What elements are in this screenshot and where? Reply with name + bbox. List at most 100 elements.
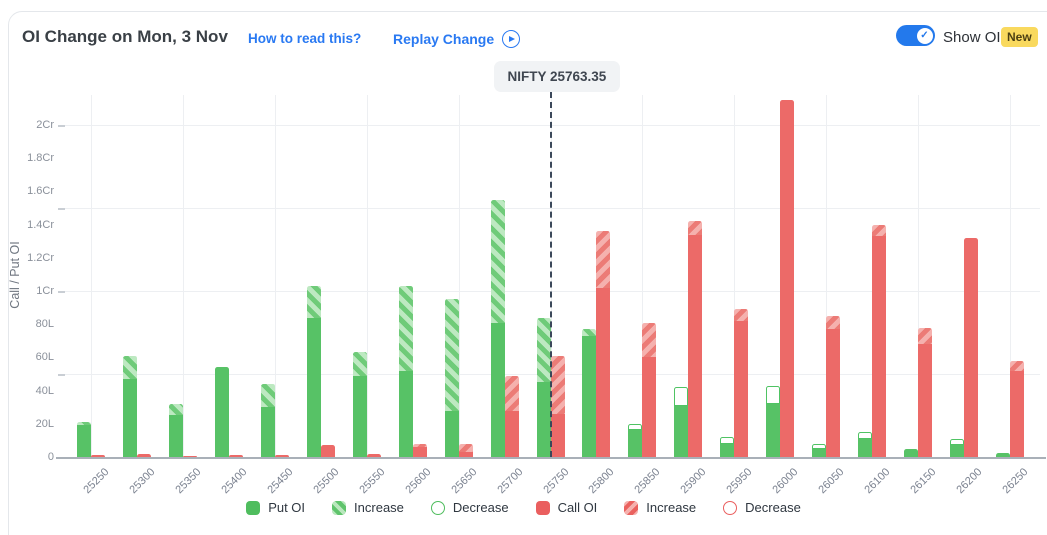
call-oi-bar[interactable] — [504, 375, 519, 457]
put-oi-bar[interactable] — [812, 443, 827, 457]
put-oi-bar[interactable] — [996, 452, 1010, 457]
put-oi-bar[interactable] — [766, 385, 781, 457]
outline-red-swatch-icon — [723, 500, 738, 515]
call-oi-bar[interactable] — [412, 443, 427, 457]
solid-red-swatch-icon — [535, 500, 550, 515]
call-oi-bar[interactable] — [872, 224, 887, 457]
x-axis-line — [56, 457, 1046, 459]
chart-legend: Put OI Increase Decrease Call OI Increase Dec… — [0, 500, 1047, 515]
put-oi-bar[interactable] — [950, 438, 965, 457]
call-increase-segment — [1010, 360, 1024, 371]
legend-item-outline-green[interactable]: Decrease — [430, 500, 509, 515]
play-circle-icon[interactable] — [502, 30, 521, 48]
put-oi-bar[interactable] — [536, 317, 551, 457]
y-tick-mark — [58, 374, 65, 376]
call-oi-bar[interactable] — [228, 454, 243, 457]
call-increase-segment — [550, 355, 565, 414]
put-oi-bar[interactable] — [398, 286, 413, 457]
put-oi-bar[interactable] — [720, 437, 735, 457]
v-gridline — [366, 95, 368, 457]
call-oi-bar[interactable] — [458, 443, 473, 457]
legend-item-hatch-red[interactable]: Increase — [624, 500, 696, 515]
call-oi-bar[interactable] — [91, 455, 105, 457]
call-solid-segment — [1010, 370, 1024, 457]
put-oi-bar[interactable] — [444, 299, 459, 457]
put-solid-segment — [122, 378, 137, 457]
new-badge: New — [1001, 27, 1038, 47]
call-increase-segment — [826, 315, 841, 330]
put-oi-bar[interactable] — [582, 329, 597, 457]
put-oi-bar[interactable] — [77, 422, 91, 457]
call-oi-bar[interactable] — [550, 355, 565, 457]
put-decrease-segment — [858, 432, 873, 439]
call-solid-segment — [688, 234, 703, 457]
call-oi-bar[interactable] — [688, 221, 703, 457]
y-axis-tick-label: 80L — [35, 318, 54, 331]
put-oi-bar[interactable] — [214, 367, 229, 457]
call-increase-segment — [504, 375, 519, 411]
solid-green-swatch-icon — [246, 500, 261, 515]
put-solid-segment — [77, 425, 91, 457]
put-increase-segment — [77, 422, 91, 426]
legend-item-hatch-green[interactable]: Increase — [332, 500, 404, 515]
hatch-green-swatch-icon — [332, 500, 347, 515]
call-solid-segment — [780, 100, 795, 457]
put-oi-bar[interactable] — [260, 383, 275, 457]
put-solid-segment — [996, 452, 1010, 457]
put-solid-segment — [812, 448, 827, 457]
call-oi-bar[interactable] — [274, 455, 289, 457]
call-solid-segment — [274, 455, 289, 457]
put-oi-bar[interactable] — [352, 352, 367, 457]
put-oi-bar[interactable] — [306, 286, 321, 457]
check-icon: ✓ — [920, 29, 929, 41]
put-oi-bar[interactable] — [858, 432, 873, 457]
call-oi-bar[interactable] — [366, 453, 381, 457]
replay-change-link[interactable]: Replay Change — [393, 30, 521, 48]
put-solid-segment — [766, 403, 781, 457]
put-solid-segment — [720, 443, 735, 457]
put-increase-segment — [168, 403, 183, 416]
call-oi-bar[interactable] — [918, 327, 933, 457]
call-oi-bar[interactable] — [780, 100, 795, 457]
outline-green-swatch-icon — [430, 500, 445, 515]
call-increase-segment — [642, 322, 657, 358]
v-gridline — [274, 95, 276, 457]
call-increase-segment — [458, 443, 473, 453]
legend-label: Decrease — [745, 500, 801, 515]
call-solid-segment — [734, 320, 749, 457]
put-solid-segment — [490, 322, 505, 457]
y-axis-tick-label: 1Cr — [36, 285, 54, 297]
put-increase-segment — [260, 383, 275, 408]
toggle-knob[interactable]: ✓ — [916, 27, 933, 44]
put-oi-bar[interactable] — [490, 199, 505, 457]
legend-label: Call OI — [557, 500, 598, 515]
legend-item-solid-red[interactable]: Call OI — [535, 500, 598, 515]
put-oi-bar[interactable] — [628, 423, 643, 457]
put-oi-bar[interactable] — [674, 387, 689, 457]
put-increase-segment — [490, 199, 505, 323]
legend-item-solid-green[interactable]: Put OI — [246, 500, 305, 515]
put-solid-segment — [904, 448, 919, 457]
put-oi-bar[interactable] — [168, 403, 183, 457]
put-increase-segment — [306, 286, 321, 318]
call-oi-bar[interactable] — [642, 322, 657, 457]
legend-item-outline-red[interactable]: Decrease — [723, 500, 801, 515]
call-oi-bar[interactable] — [1010, 360, 1024, 457]
how-to-read-link[interactable]: How to read this? — [248, 31, 362, 46]
put-increase-segment — [582, 329, 597, 336]
call-solid-segment — [964, 237, 979, 457]
call-oi-bar[interactable] — [964, 237, 979, 457]
put-decrease-segment — [674, 387, 689, 406]
call-oi-bar[interactable] — [734, 309, 749, 457]
call-oi-bar[interactable] — [136, 453, 151, 457]
show-oi-toggle[interactable]: ✓ — [896, 25, 935, 46]
put-decrease-segment — [812, 443, 827, 449]
legend-label: Increase — [646, 500, 697, 515]
call-oi-bar[interactable] — [320, 445, 335, 457]
put-oi-bar[interactable] — [122, 355, 137, 457]
call-oi-bar[interactable] — [826, 315, 841, 457]
put-oi-bar[interactable] — [904, 448, 919, 457]
legend-label: Put OI — [268, 500, 306, 515]
call-oi-bar[interactable] — [596, 231, 611, 457]
call-oi-bar[interactable] — [182, 456, 197, 457]
